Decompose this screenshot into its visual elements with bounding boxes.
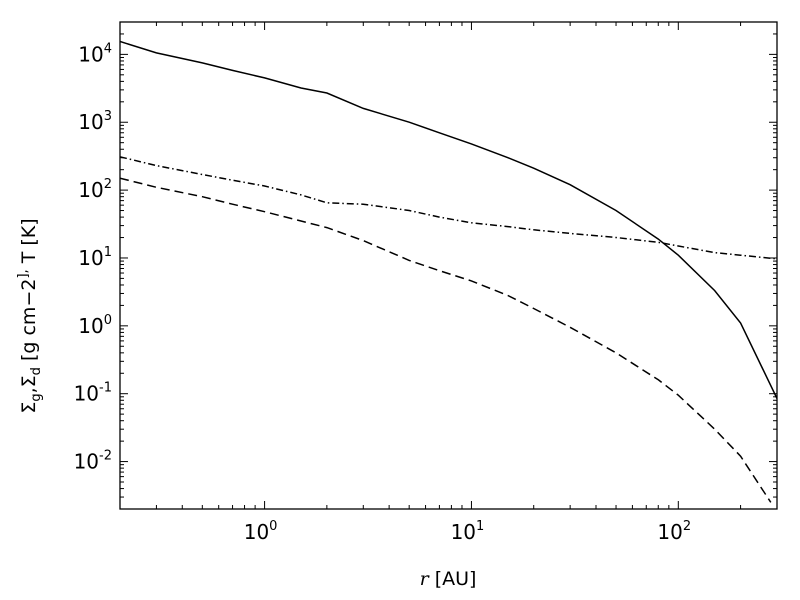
x-tick-label-base: 10 [451,520,476,544]
y-tick-label: 102 [78,177,112,202]
y-tick-label-base: 10 [78,246,103,270]
y-tick-label-exponent: -2 [99,449,112,464]
y-tick-label-exponent: 0 [104,313,112,328]
series-line-dashdot [120,156,777,260]
plot-frame [119,21,778,510]
y-label-sigma: Σ [18,402,40,414]
y-tick-label: 101 [78,245,112,270]
x-tick-label-exponent: 1 [476,519,484,534]
y-tick-label-base: 10 [78,42,103,66]
y-label-sub-g: g [29,393,44,401]
x-tick-label-exponent: 2 [683,519,691,534]
y-label-tail: T [K] [18,218,40,269]
y-label-unit: [g cm−2 [18,279,40,368]
y-label-exponent: ], [16,269,31,278]
series-line-solid [120,40,777,399]
y-tick-label-base: 10 [78,314,103,338]
y-label-sigma: ,Σ [18,375,40,393]
y-tick-label: 104 [78,41,112,66]
y-tick-label: 10-2 [74,449,112,474]
axis-ticks [119,21,778,510]
y-tick-label-exponent: -1 [99,381,112,396]
y-tick-label: 10-1 [74,381,112,406]
y-tick-label-exponent: 3 [104,109,112,124]
y-tick-label-base: 10 [78,178,103,202]
x-tick-label-base: 10 [244,520,269,544]
x-axis-label: r [AU] [420,568,477,590]
y-tick-label-exponent: 2 [104,177,112,192]
x-tick-label: 100 [244,519,278,544]
y-tick-label: 100 [78,313,112,338]
plot-lines [120,40,777,503]
series-line-dashed [120,177,772,503]
y-tick-label-exponent: 4 [104,41,112,56]
x-tick-label-exponent: 0 [269,519,277,534]
y-tick-label: 103 [78,109,112,134]
y-tick-label-base: 10 [74,450,99,474]
y-label-sub-d: d [29,367,44,375]
y-tick-label-base: 10 [78,110,103,134]
x-tick-label-base: 10 [657,520,682,544]
x-label-symbol: r [420,568,431,590]
y-tick-label-base: 10 [74,382,99,406]
y-axis-label: Σg,Σd [g cm−2], T [K] [16,218,44,413]
x-tick-label: 101 [451,519,485,544]
x-label-unit: [AU] [429,568,477,590]
x-tick-label: 102 [657,519,691,544]
y-tick-label-exponent: 1 [104,245,112,260]
